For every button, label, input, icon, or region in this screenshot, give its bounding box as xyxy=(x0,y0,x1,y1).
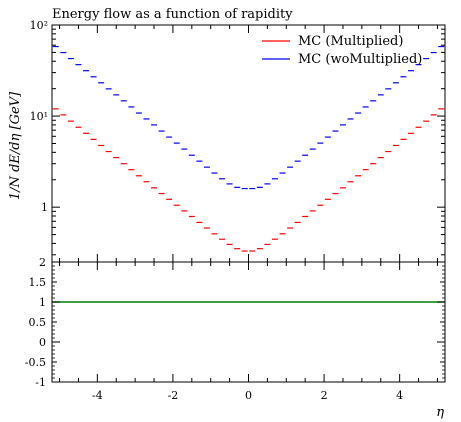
ratio-y-tick-label: 0.5 xyxy=(29,316,47,329)
legend-label: MC (woMultiplied) xyxy=(298,52,422,67)
x-tick-label: 2 xyxy=(321,389,328,402)
main-plot: 1 10¹ 10² xyxy=(30,19,445,382)
y-tick-label: 1 xyxy=(41,201,48,214)
ratio-frame xyxy=(51,261,446,383)
y-axis-label: 1/N dE/dη [GeV] xyxy=(8,91,23,200)
ratio-y-tick-label: 1.5 xyxy=(29,276,47,289)
x-tick-label: 0 xyxy=(245,389,252,402)
y-tick-label: 10¹ xyxy=(30,110,48,123)
x-tick-label: -4 xyxy=(92,389,103,402)
legend: MC (Multiplied) MC (woMultiplied) xyxy=(262,34,422,67)
ratio-y-tick-label: 1 xyxy=(39,296,46,309)
ratio-y-tick-label: -1 xyxy=(35,376,46,389)
chart-title: Energy flow as a function of rapidity xyxy=(52,7,293,22)
y-tick-label: 10² xyxy=(30,19,48,32)
ratio-y-tick-label: -0.5 xyxy=(25,356,46,369)
x-tick-label: 4 xyxy=(396,389,403,402)
x-axis-label: η xyxy=(436,405,444,420)
ratio-y-tick-label: 2 xyxy=(39,256,46,269)
legend-label: MC (Multiplied) xyxy=(298,34,403,49)
ratio-plot: -4 -2 0 2 4 2 1.5 1 0.5 0 -0.5 -1 xyxy=(25,256,445,402)
x-tick-label: -2 xyxy=(168,389,179,402)
ratio-y-tick-label: 0 xyxy=(39,336,46,349)
